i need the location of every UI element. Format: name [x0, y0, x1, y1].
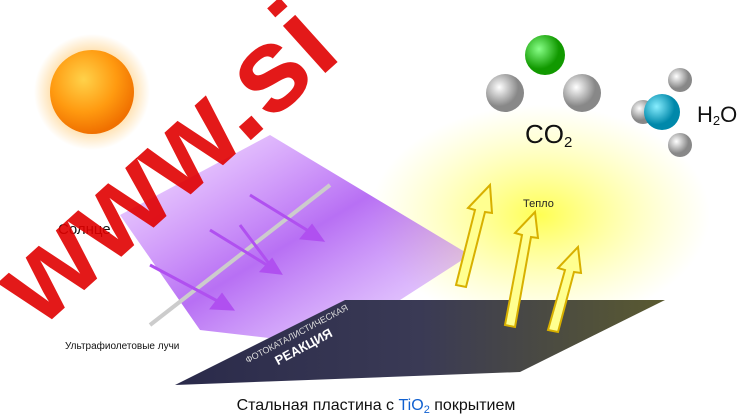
h2o-label: H2O: [697, 102, 737, 128]
heat-arrows: [454, 182, 583, 334]
co2-label: CO2: [525, 119, 572, 151]
sun: [50, 50, 134, 134]
heat-glow: [370, 105, 710, 325]
uv-glow: [120, 135, 470, 345]
sun-label: Солнце: [58, 221, 111, 238]
uv-rod: [148, 183, 332, 327]
caption: Стальная пластина с TiO2 покрытием: [237, 397, 516, 416]
uv-label: Ультрафиолетовые лучи: [65, 340, 179, 352]
steel-plate: [175, 300, 665, 385]
heat-label: Тепло: [523, 198, 554, 210]
h2o-molecule: [631, 68, 692, 157]
co2-molecule: [486, 35, 601, 112]
uv-arrows: [149, 193, 326, 311]
